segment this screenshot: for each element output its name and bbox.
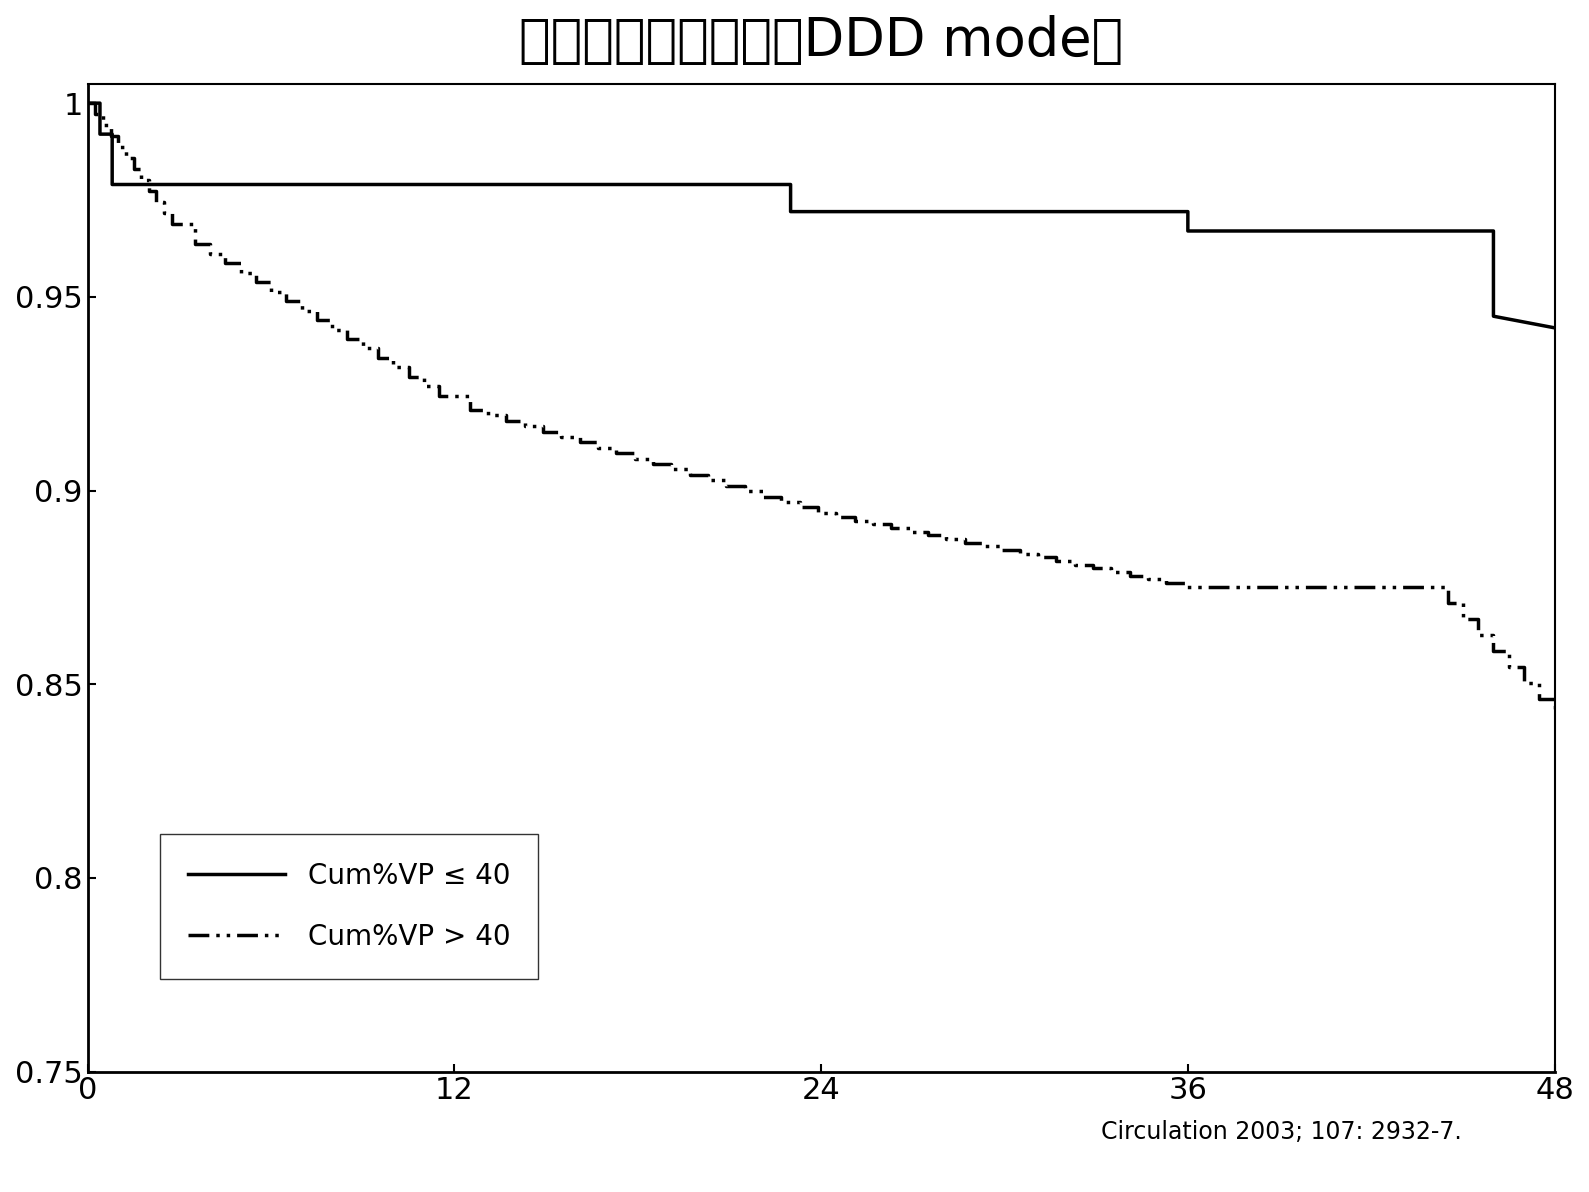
Title: 心不全入院回避率（DDD mode）: 心不全入院回避率（DDD mode） <box>520 15 1123 67</box>
Text: Circulation 2003; 107: 2932-7.: Circulation 2003; 107: 2932-7. <box>1101 1120 1462 1144</box>
Legend: Cum%VP ≤ 40, Cum%VP > 40: Cum%VP ≤ 40, Cum%VP > 40 <box>160 834 539 979</box>
